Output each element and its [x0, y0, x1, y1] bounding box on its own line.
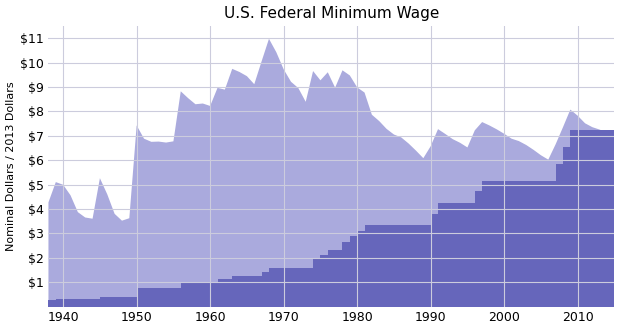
Title: U.S. Federal Minimum Wage: U.S. Federal Minimum Wage [224, 6, 439, 20]
Y-axis label: Nominal Dollars / 2013 Dollars: Nominal Dollars / 2013 Dollars [6, 82, 16, 251]
